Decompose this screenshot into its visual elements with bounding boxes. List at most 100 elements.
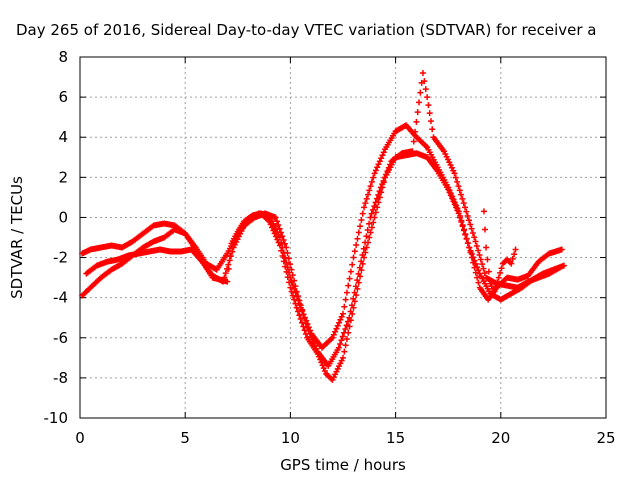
data-point <box>467 221 474 228</box>
data-point <box>343 336 350 343</box>
data-point <box>468 251 475 258</box>
data-point <box>358 216 365 223</box>
data-point <box>452 174 459 181</box>
x-axis-label: GPS time / hours <box>280 456 406 474</box>
data-point <box>227 253 234 260</box>
data-point <box>288 266 295 273</box>
y-tick-label: 8 <box>58 48 68 66</box>
data-point <box>356 264 363 271</box>
data-point <box>358 258 365 265</box>
data-point <box>289 292 296 299</box>
data-point <box>359 210 366 217</box>
data-point <box>229 248 236 255</box>
data-points <box>79 70 567 383</box>
data-point <box>463 235 470 242</box>
data-point <box>475 267 482 274</box>
data-point <box>344 318 351 325</box>
data-point <box>319 362 326 369</box>
data-point <box>429 126 436 133</box>
data-point <box>340 354 346 361</box>
data-point <box>359 252 366 259</box>
data-point <box>302 320 309 327</box>
data-point <box>497 269 504 276</box>
data-point <box>464 212 471 219</box>
data-point <box>467 247 474 254</box>
data-point <box>280 237 287 244</box>
data-point <box>371 203 378 210</box>
data-point <box>474 264 481 271</box>
data-point <box>451 199 458 206</box>
data-point <box>473 243 480 250</box>
data-point <box>498 265 505 272</box>
x-tick-label: 0 <box>75 429 85 447</box>
data-point <box>347 308 354 315</box>
data-point <box>355 270 362 277</box>
data-point <box>556 264 563 271</box>
data-point <box>480 208 487 215</box>
data-point <box>512 246 519 253</box>
data-point <box>301 315 308 322</box>
data-point <box>313 345 320 352</box>
data-point <box>470 254 477 261</box>
data-point <box>480 265 487 272</box>
data-point <box>335 344 342 351</box>
data-point <box>471 257 478 264</box>
data-point <box>508 260 515 267</box>
data-point <box>221 274 228 281</box>
data-point <box>416 99 423 106</box>
data-point <box>511 251 518 258</box>
data-point <box>363 195 370 202</box>
data-point <box>361 204 368 211</box>
data-point <box>362 239 369 246</box>
y-tick-label: -10 <box>44 409 69 427</box>
plot-frame <box>79 56 607 419</box>
data-point <box>455 183 462 190</box>
data-point <box>427 118 434 125</box>
data-point <box>457 212 464 219</box>
data-point <box>364 226 371 233</box>
data-point <box>342 342 349 349</box>
data-point <box>300 323 307 330</box>
data-point <box>273 218 280 225</box>
data-point <box>339 333 346 340</box>
data-point <box>450 196 457 203</box>
data-point <box>477 256 484 263</box>
data-point <box>329 334 336 341</box>
data-point <box>409 148 416 155</box>
data-point <box>372 167 379 174</box>
data-point <box>417 89 424 96</box>
data-point <box>350 295 357 302</box>
data-point <box>479 261 486 268</box>
data-point <box>384 168 391 175</box>
data-point <box>368 178 375 185</box>
data-point <box>363 233 370 240</box>
data-point <box>370 219 377 226</box>
data-point <box>343 289 350 296</box>
data-point <box>483 244 490 251</box>
data-point <box>357 223 364 230</box>
data-point <box>283 259 290 266</box>
data-point <box>277 229 284 236</box>
data-point <box>362 200 369 207</box>
data-point <box>464 240 471 247</box>
data-point <box>447 190 454 197</box>
data-point <box>385 164 392 171</box>
y-tick-label: 0 <box>58 208 68 226</box>
data-point <box>368 224 375 231</box>
data-point <box>297 302 304 309</box>
data-point <box>354 277 361 284</box>
data-point <box>426 110 433 117</box>
data-point <box>222 270 229 277</box>
data-point <box>410 138 417 145</box>
data-point <box>342 326 349 333</box>
data-point <box>287 261 294 268</box>
data-point <box>472 260 479 267</box>
data-point <box>276 225 283 232</box>
data-point <box>451 170 458 177</box>
data-point <box>337 316 344 323</box>
data-point <box>495 274 502 281</box>
data-point <box>351 289 358 296</box>
data-point <box>421 78 428 85</box>
data-point <box>509 255 516 262</box>
